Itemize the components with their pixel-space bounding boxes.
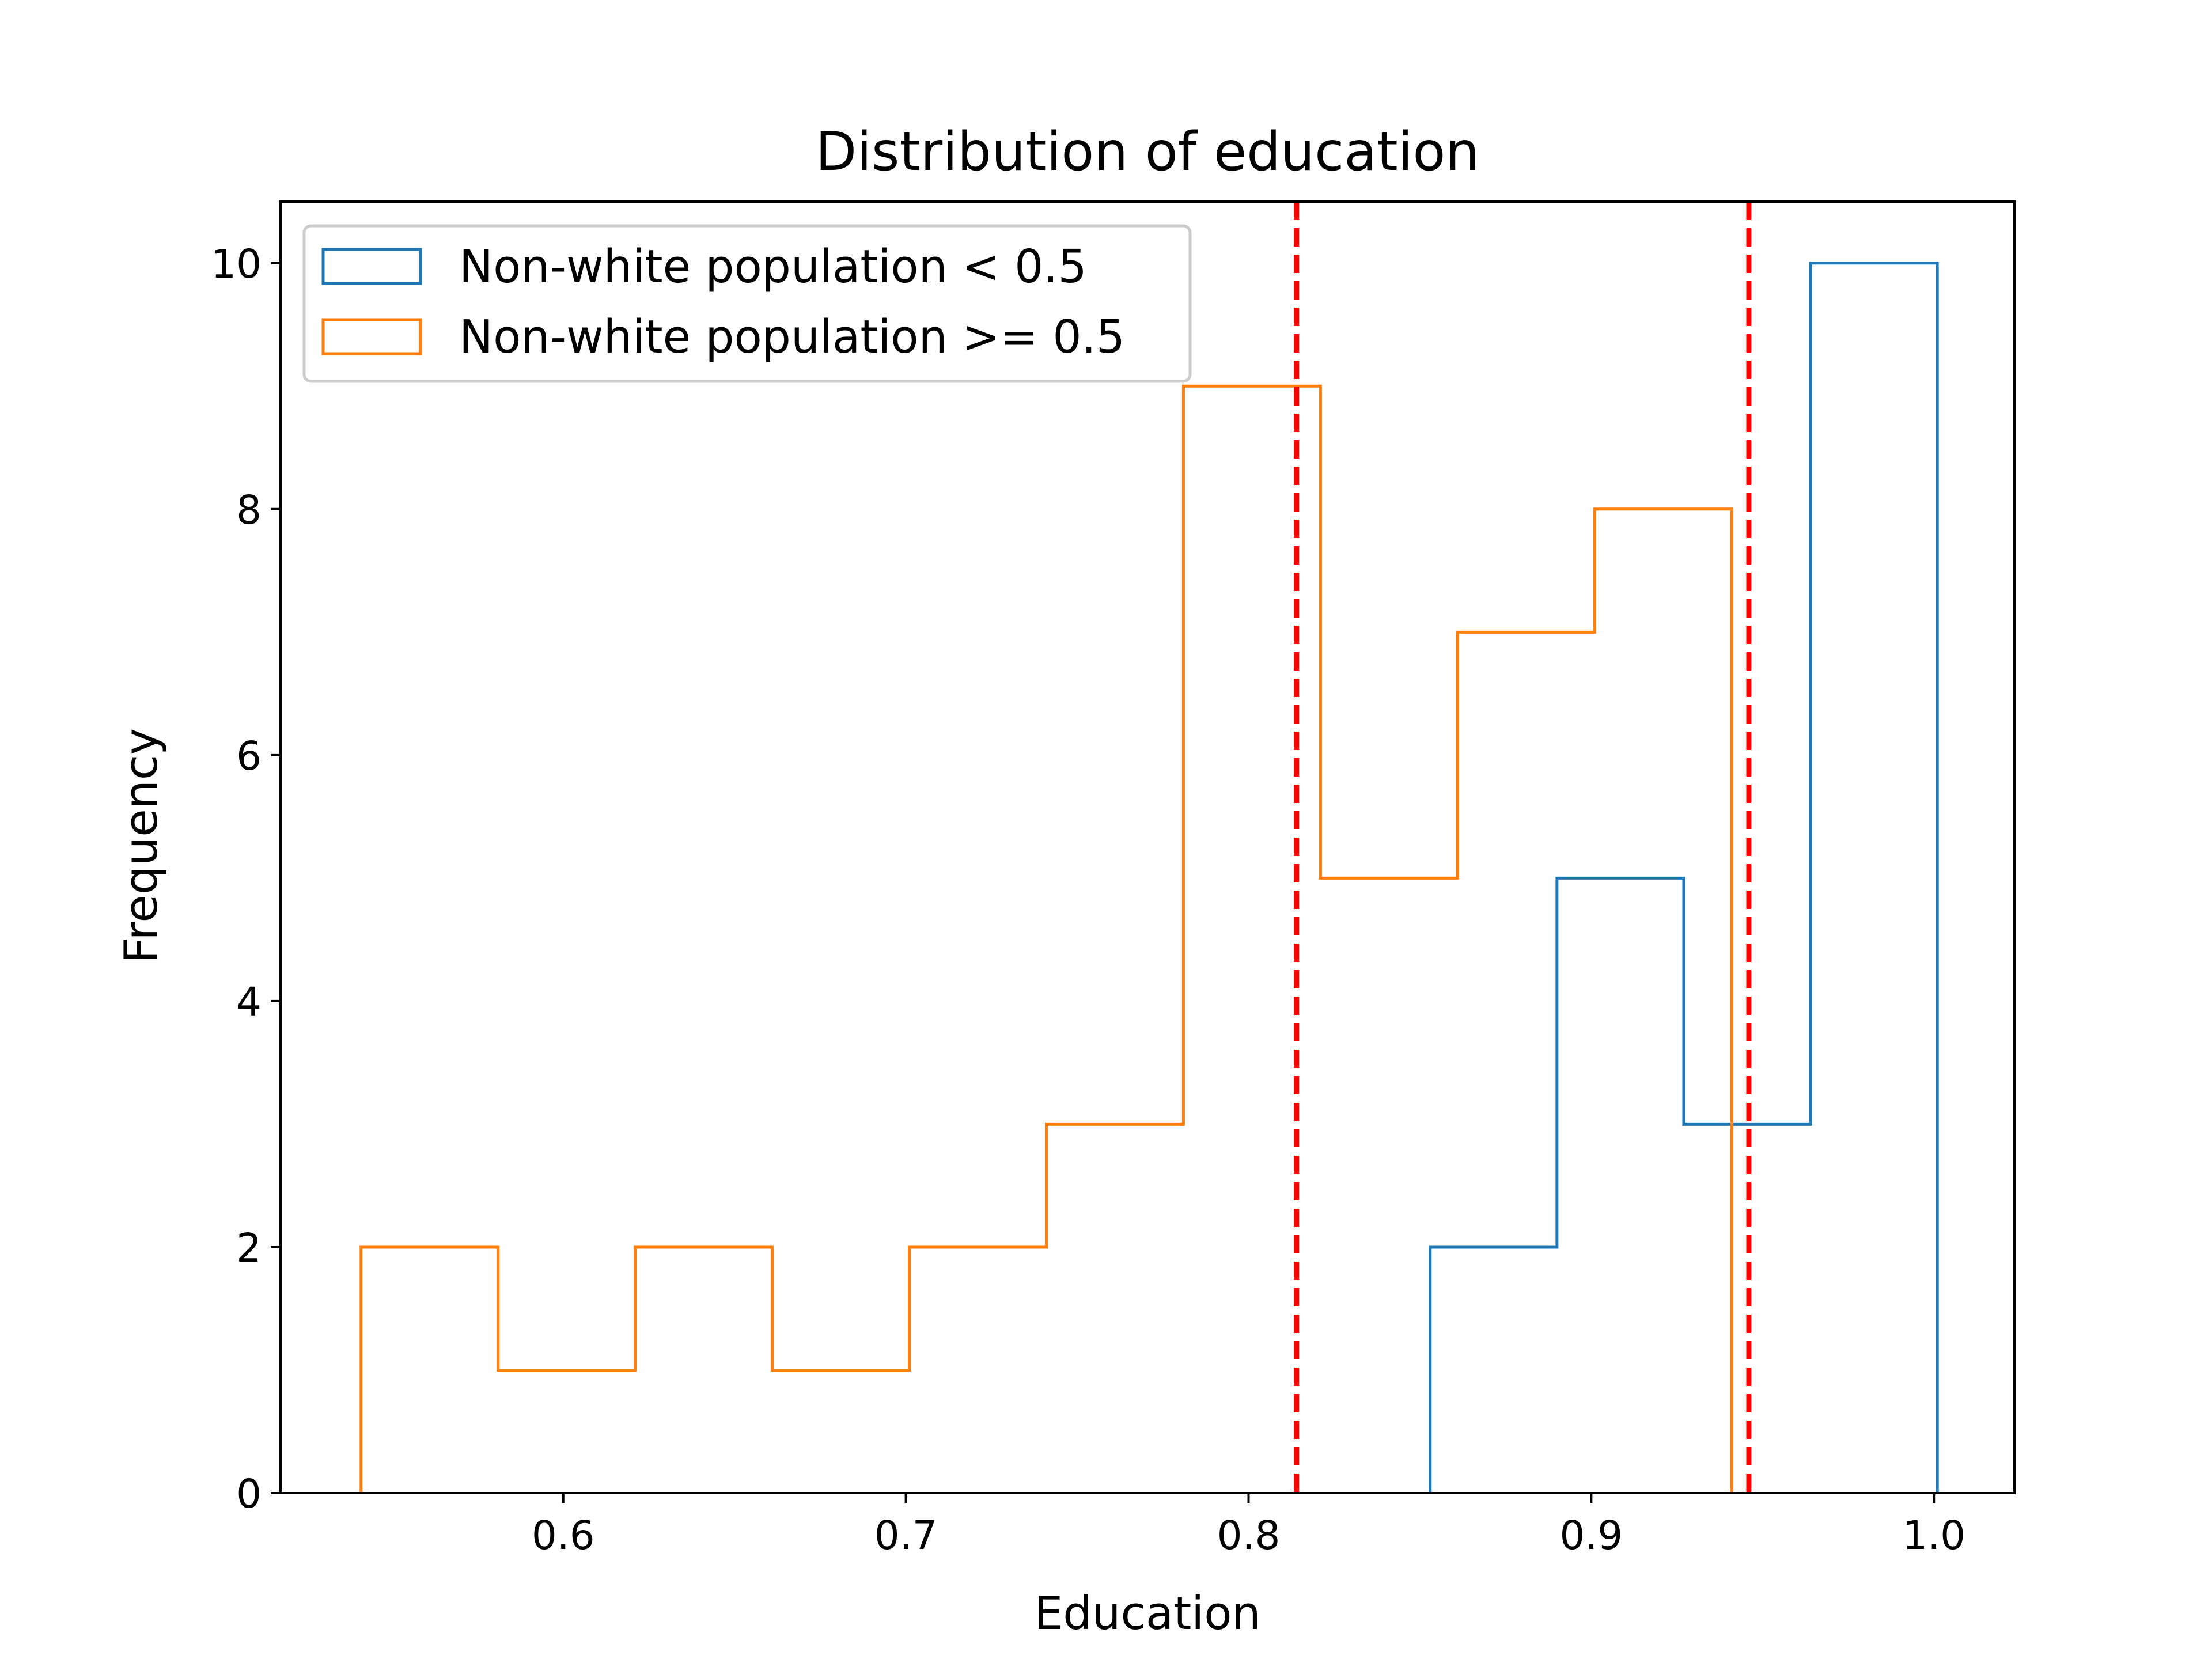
legend: Non-white population < 0.5 Non-white pop… [302,224,1192,383]
x-tick-label: 0.9 [1559,1513,1623,1559]
legend-label-series-1: Non-white population >= 0.5 [459,310,1125,363]
y-tick-label: 2 [236,1225,262,1271]
axes-frame [279,200,2016,1494]
x-tick-label: 0.8 [1217,1513,1281,1559]
histogram-series-1 [359,384,1733,1493]
legend-frame [302,224,1192,383]
legend-label-series-0: Non-white population < 0.5 [459,240,1087,293]
x-tick-label: 1.0 [1902,1513,1965,1559]
y-tick-label: 4 [236,979,262,1025]
y-tick-label: 10 [211,241,262,287]
x-tick-label: 0.6 [532,1513,595,1559]
y-axis-label: Frequency [115,728,168,963]
y-tick-label: 0 [236,1471,262,1517]
legend-swatch-series-0 [321,248,422,285]
x-tick-label: 0.7 [874,1513,938,1559]
legend-swatch-series-1 [321,318,422,355]
y-tick-label: 6 [236,733,262,779]
plot-area: 0.6 0.7 0.8 0.9 1.0 0 2 4 6 8 10 [211,200,2016,1559]
x-axis-label: Education [1034,1587,1260,1640]
chart-title: Distribution of education [816,120,1480,183]
y-tick-label: 8 [236,487,262,533]
histogram-series-0 [1429,262,1939,1493]
